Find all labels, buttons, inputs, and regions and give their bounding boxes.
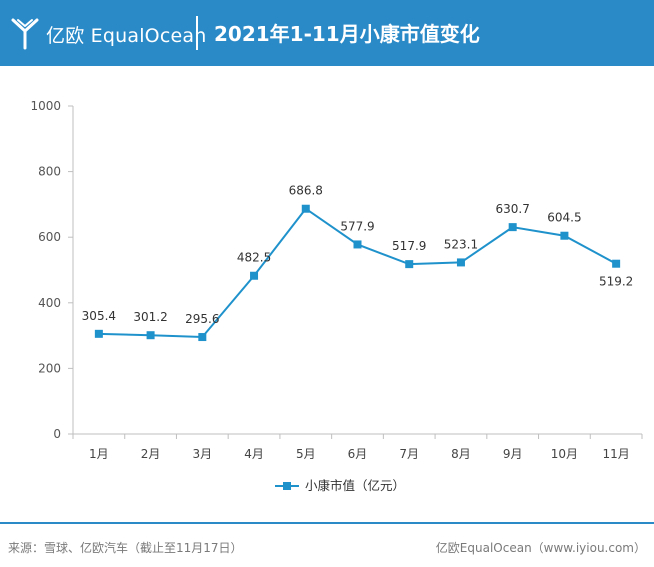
data-point xyxy=(405,260,414,269)
data-label: 517.9 xyxy=(392,239,426,253)
data-point xyxy=(198,333,207,342)
y-tick-label: 0 xyxy=(53,427,61,441)
data-point xyxy=(612,259,621,268)
x-tick-label: 5月 xyxy=(296,447,316,461)
y-axis-ticks: 0 200 400 600 800 1000 xyxy=(30,99,73,441)
x-tick-label: 4月 xyxy=(244,447,264,461)
x-tick-label: 6月 xyxy=(348,447,368,461)
data-label: 686.8 xyxy=(289,184,323,198)
data-point xyxy=(94,329,103,338)
data-label: 295.6 xyxy=(185,312,219,326)
data-label: 482.5 xyxy=(237,251,271,265)
chart-axes xyxy=(72,106,642,435)
data-label: 577.9 xyxy=(340,219,374,233)
x-axis-ticks: 1月 2月 3月 4月 5月 6月 7月 8月 9月 10月 11月 xyxy=(72,434,643,461)
data-point xyxy=(353,240,362,249)
x-tick-label: 9月 xyxy=(503,447,523,461)
brand-name: 亿欧 EqualOcean xyxy=(46,24,207,47)
data-label: 305.4 xyxy=(82,309,116,323)
x-tick-label: 11月 xyxy=(602,447,629,461)
credit-note: 亿欧EqualOcean（www.iyiou.com） xyxy=(435,541,646,555)
data-point xyxy=(508,223,517,232)
y-tick-label: 800 xyxy=(38,165,61,179)
x-tick-label: 7月 xyxy=(399,447,419,461)
brand-logo: 亿欧 EqualOcean xyxy=(10,14,206,54)
data-labels: 305.4 301.2 295.6 482.5 686.8 577.9 517.9 523.1… xyxy=(82,184,634,326)
header-banner: 亿欧 EqualOcean 2021年1-11月小康市值变化 xyxy=(0,0,654,66)
data-label: 301.2 xyxy=(133,310,167,324)
chart-title: 2021年1-11月小康市值变化 xyxy=(214,22,480,46)
x-tick-label: 8月 xyxy=(451,447,471,461)
data-label: 519.2 xyxy=(599,275,633,289)
x-tick-label: 3月 xyxy=(192,447,212,461)
y-tick-label: 400 xyxy=(38,296,61,310)
legend-marker xyxy=(283,482,291,490)
equalocean-logo-icon xyxy=(11,18,39,50)
header-divider xyxy=(196,16,198,50)
data-label: 604.5 xyxy=(547,211,581,225)
x-tick-label: 1月 xyxy=(89,447,109,461)
y-tick-label: 200 xyxy=(38,361,61,375)
x-tick-label: 2月 xyxy=(141,447,161,461)
data-label: 523.1 xyxy=(444,237,478,251)
legend-label: 小康市值（亿元） xyxy=(305,478,405,493)
data-series xyxy=(94,204,621,342)
footer-divider xyxy=(0,522,654,524)
chart-legend: 小康市值（亿元） xyxy=(275,478,405,493)
data-point xyxy=(146,331,155,340)
data-point xyxy=(456,258,465,267)
data-point xyxy=(301,204,310,213)
source-note: 来源：雪球、亿欧汽车（截止至11月17日） xyxy=(8,541,243,555)
data-label: 630.7 xyxy=(496,202,530,216)
data-point xyxy=(250,271,259,280)
x-tick-label: 10月 xyxy=(551,447,578,461)
y-tick-label: 1000 xyxy=(30,99,61,113)
data-point xyxy=(560,231,569,240)
y-tick-label: 600 xyxy=(38,230,61,244)
